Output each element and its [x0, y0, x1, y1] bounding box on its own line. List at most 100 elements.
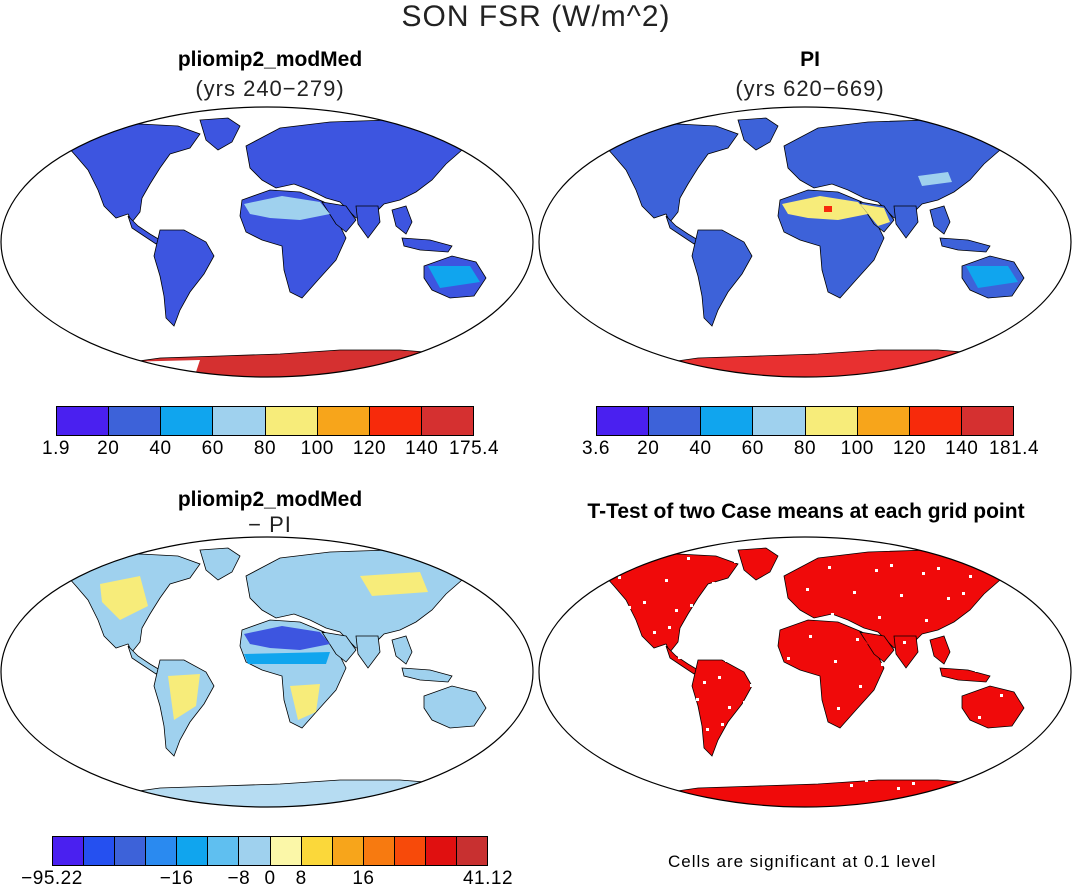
insignificant-cell	[587, 697, 590, 700]
insignificant-cell	[709, 775, 712, 778]
significance-note: Cells are significant at 0.1 level	[668, 852, 937, 871]
insignificant-cell	[634, 700, 637, 703]
insignificant-cell	[734, 560, 737, 563]
colorbar-segment	[909, 407, 962, 435]
colorbar-segment	[239, 837, 271, 865]
insignificant-cell	[894, 740, 897, 743]
land-seAsia	[391, 205, 413, 235]
insignificant-cell	[618, 576, 621, 579]
insignificant-cell	[950, 644, 953, 647]
land-arabia	[859, 631, 895, 663]
insignificant-cell	[850, 784, 853, 787]
insignificant-cell	[681, 703, 684, 706]
insignificant-cell	[809, 635, 812, 638]
panel1-subtitle: (yrs 240−279)	[195, 76, 345, 101]
insignificant-cell	[615, 769, 618, 772]
insignificant-cell	[656, 678, 659, 681]
insignificant-cell	[947, 597, 950, 600]
insignificant-cell	[684, 750, 687, 753]
insignificant-cell	[975, 669, 978, 672]
insignificant-cell	[690, 604, 693, 607]
insignificant-cell	[991, 793, 994, 796]
colorbar-segment	[332, 837, 364, 865]
insignificant-cell	[1019, 625, 1022, 628]
insignificant-cell	[696, 698, 699, 701]
colorbar-tick-label: 1.9	[42, 438, 70, 459]
insignificant-cell	[840, 754, 843, 757]
colorbar-segment	[649, 407, 702, 435]
insignificant-cell	[934, 760, 937, 763]
colorbar-segment	[369, 407, 422, 435]
arabia-region	[860, 204, 890, 226]
land-arabia	[321, 201, 357, 233]
insignificant-cell	[987, 617, 990, 620]
colorbar-tick-label: 140	[405, 438, 439, 459]
insignificant-cell	[925, 619, 928, 622]
insignificant-cell	[828, 566, 831, 569]
insignificant-cell	[778, 756, 781, 759]
insignificant-cell	[900, 594, 903, 597]
insignificant-cell	[653, 631, 656, 634]
insignificant-cell	[721, 723, 724, 726]
land-indonesia	[401, 237, 453, 253]
colorbar-segment	[84, 837, 116, 865]
land-southAmerica	[153, 229, 215, 327]
insignificant-cell	[1003, 741, 1006, 744]
insignificant-cell	[972, 622, 975, 625]
insignificant-cell	[928, 666, 931, 669]
insignificant-cell	[609, 675, 612, 678]
colorbar-tick-label: 3.6	[582, 438, 610, 459]
insignificant-cell	[718, 676, 721, 679]
insignificant-cell	[596, 598, 599, 601]
insignificant-cell	[872, 762, 875, 765]
insignificant-cell	[750, 684, 753, 687]
insignificant-cell	[775, 709, 778, 712]
insignificant-cell	[743, 701, 746, 704]
insignificant-cell	[856, 638, 859, 641]
colorbar-segment	[457, 837, 488, 865]
insignificant-cell	[599, 645, 602, 648]
insignificant-cell	[903, 641, 906, 644]
insignificant-cell	[784, 610, 787, 613]
land-greenland	[199, 547, 241, 581]
colorbar-tick-label: 0	[264, 868, 276, 889]
panel3-title: pliomip2_modMed	[177, 488, 363, 511]
cool-band	[244, 652, 330, 664]
insignificant-cell	[646, 648, 649, 651]
land-seAsia	[929, 635, 951, 665]
panel3-subtitle: − PI	[248, 512, 292, 537]
insignificant-cell	[675, 609, 678, 612]
warm-patch	[100, 576, 148, 620]
central-asia-region	[918, 172, 952, 186]
insignificant-cell	[584, 650, 587, 653]
colorbar-tick-label: −8	[227, 868, 251, 889]
land-greenland	[737, 547, 779, 581]
insignificant-cell	[631, 653, 634, 656]
insignificant-cell	[859, 685, 862, 688]
insignificant-cell	[800, 734, 803, 737]
insignificant-cell	[1009, 595, 1012, 598]
insignificant-cell	[693, 651, 696, 654]
insignificant-cell	[612, 722, 615, 725]
land-australia	[423, 685, 487, 729]
land-india	[893, 205, 919, 239]
colorbar-tick-label: −95.22	[21, 868, 83, 889]
colorbar-segment	[53, 837, 85, 865]
insignificant-cell	[966, 768, 969, 771]
colorbar-tick-label: 120	[352, 438, 387, 459]
insignificant-cell	[687, 557, 690, 560]
insignificant-cell	[865, 779, 868, 782]
insignificant-cell	[759, 585, 762, 588]
insignificant-cell	[637, 747, 640, 750]
land-northAmerica	[59, 123, 201, 223]
insignificant-cell	[981, 763, 984, 766]
panel1-title: pliomip2_modMed	[177, 48, 363, 71]
insignificant-cell	[812, 682, 815, 685]
colorbar-tick-label: 120	[892, 438, 927, 459]
insignificant-cell	[878, 616, 881, 619]
insignificant-cell	[731, 753, 734, 756]
insignificant-cell	[931, 713, 934, 716]
map-border	[0, 106, 534, 378]
insignificant-cell	[909, 735, 912, 738]
insignificant-cell	[768, 726, 771, 729]
